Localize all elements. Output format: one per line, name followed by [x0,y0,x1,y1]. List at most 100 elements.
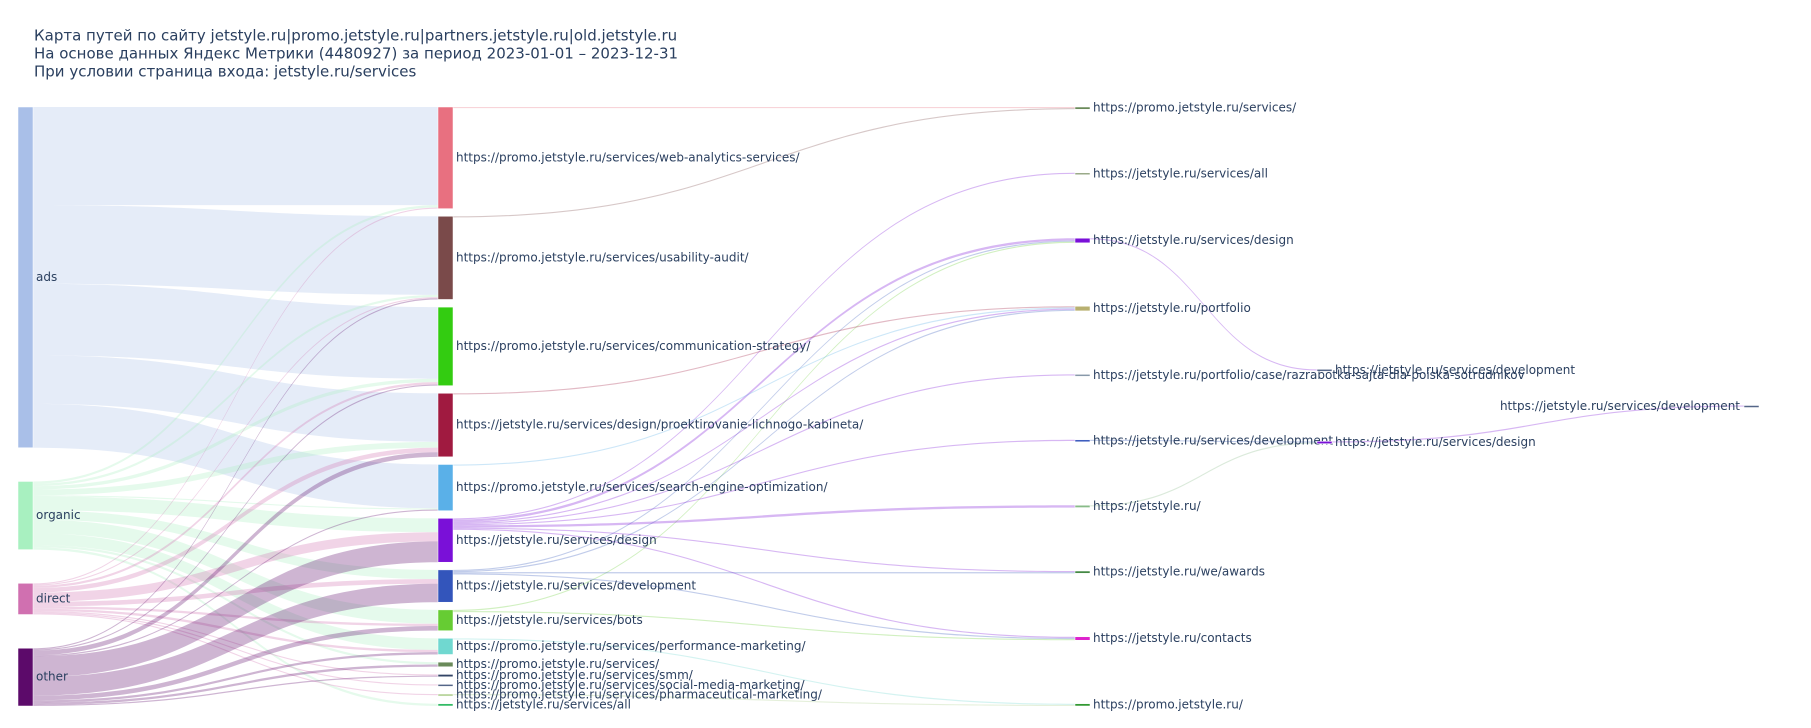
node [437,464,454,511]
node [1074,237,1091,244]
node [1074,172,1091,176]
node-label: https://jetstyle.ru/services/bots [456,613,643,627]
node-label: https://jetstyle.ru/portfolio [1093,301,1251,315]
node [437,518,454,563]
link [33,297,438,586]
node-label: https://promo.jetstyle.ru/ [1093,697,1244,711]
node-label: https://promo.jetstyle.ru/services/smm/ [456,668,694,682]
node [437,661,454,668]
node-label: https://promo.jetstyle.ru/services/commu… [456,339,811,353]
node-label: ads [36,270,57,284]
link [33,613,438,696]
node-label: https://jetstyle.ru/services/development [456,579,696,593]
link [453,307,1075,466]
node [1074,106,1091,110]
link [453,108,1075,218]
node-label: https://jetstyle.ru/we/awards [1093,565,1265,579]
link [33,579,438,607]
node [437,609,454,631]
link [453,172,1075,520]
link [33,298,438,650]
link [33,612,438,686]
link [33,510,438,580]
link [33,606,438,627]
link [33,294,438,487]
link [33,205,438,295]
node-label: https://jetstyle.ru/services/development [1093,433,1333,447]
node [437,569,454,603]
link [33,675,438,706]
node-label: https://jetstyle.ru/services/development [1335,363,1575,377]
node [17,648,34,707]
link [33,652,438,703]
link [453,374,1075,525]
link [33,544,438,665]
node-label: https://promo.jetstyle.ru/services/usabi… [456,250,750,264]
link [33,611,438,676]
node [17,583,34,615]
link [453,241,1075,612]
link [33,452,438,656]
node-label: https://jetstyle.ru/services/design/proe… [456,418,864,432]
node [1316,441,1333,444]
link [33,283,438,379]
node-label: organic [36,508,81,522]
link [33,441,438,496]
link [33,495,438,510]
link [453,611,1075,641]
title-line: Карта путей по сайту jetstyle.ru|promo.j… [34,27,677,45]
link [33,547,438,706]
link [33,608,438,653]
link [1090,439,1317,443]
node-label: https://jetstyle.ru/services/all [456,697,631,711]
node [17,106,34,448]
nodes: ads organic direct other https://promo.jetst… [17,101,1760,711]
node-label: https://promo.jetstyle.ru/services/web-a… [456,150,800,164]
node-label: https://jetstyle.ru/services/design [1093,233,1294,247]
node [437,216,454,300]
node-label: https://jetstyle.ru/services/development [1500,399,1740,413]
node [437,638,454,655]
node [1074,636,1091,641]
node-label: https://jetstyle.ru/ [1093,499,1202,513]
node [437,684,454,687]
node-label: direct [36,591,71,605]
node [437,674,454,677]
link [33,533,438,650]
link [453,527,1075,573]
link [33,496,438,533]
link [453,638,1075,705]
link [33,532,438,602]
link [33,355,438,442]
link [1090,442,1317,507]
link [33,541,438,678]
node [1743,405,1760,408]
link [453,306,1075,395]
node-label: https://promo.jetstyle.ru/services/socia… [456,678,806,692]
link [1090,238,1317,371]
link [453,107,1075,109]
link [453,308,1075,523]
node [1316,369,1333,372]
link [453,309,1075,573]
link [453,694,1075,706]
node [17,481,34,550]
link [33,447,438,593]
link [33,519,438,624]
link [33,403,438,509]
link [33,107,438,206]
link [453,528,1075,638]
node-label: https://jetstyle.ru/services/all [1093,166,1268,180]
link [33,205,438,484]
link [33,583,438,696]
link [453,572,1075,574]
node-label: https://jetstyle.ru/contacts [1093,631,1252,645]
node [437,106,454,209]
node-label: https://promo.jetstyle.ru/services/searc… [456,480,828,494]
node [1074,505,1091,508]
node-label: https://promo.jetstyle.ru/services/pharm… [456,688,823,702]
node-label: https://jetstyle.ru/services/design [1335,435,1536,449]
link [453,505,1075,528]
link [33,626,438,701]
